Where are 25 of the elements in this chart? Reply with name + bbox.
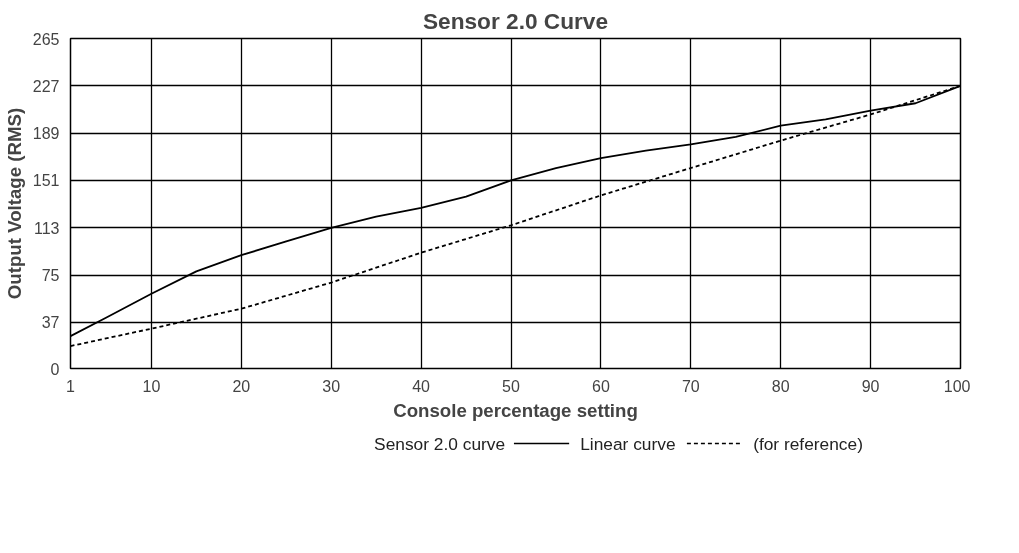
x-tick-label: 10	[142, 377, 161, 395]
y-tick-label: 75	[41, 267, 60, 285]
chart-title: Sensor 2.0 Curve	[422, 7, 609, 34]
x-tick-label: 30	[322, 377, 341, 395]
text: (for reference)	[753, 433, 863, 454]
x-tick-label: 70	[681, 377, 700, 395]
x-tick-label: 80	[771, 377, 790, 395]
x-axis-title: Console percentage setting	[393, 399, 638, 421]
x-tick-label: 1	[66, 377, 76, 395]
y-tick-label: 37	[41, 314, 60, 332]
y-tick-label: 227	[32, 77, 60, 95]
x-tick-label: 90	[861, 377, 880, 395]
x-tick-label: 100	[943, 377, 971, 395]
y-axis-title: Output Voltage (RMS)	[3, 107, 25, 300]
y-tick-label: 113	[33, 219, 60, 237]
x-tick-label: 60	[592, 377, 610, 395]
x-tick-label: 20	[232, 377, 251, 395]
y-tick-label: 0	[50, 360, 60, 378]
y-tick-label: 189	[32, 125, 60, 143]
x-tick-label: 50	[502, 377, 521, 395]
y-tick-label: 265	[32, 30, 60, 48]
y-tick-label: 151	[32, 172, 60, 190]
legend-label: Linear curve	[580, 433, 676, 454]
x-tick-label: 40	[412, 377, 431, 395]
legend-label: Sensor 2.0 curve	[374, 433, 506, 454]
